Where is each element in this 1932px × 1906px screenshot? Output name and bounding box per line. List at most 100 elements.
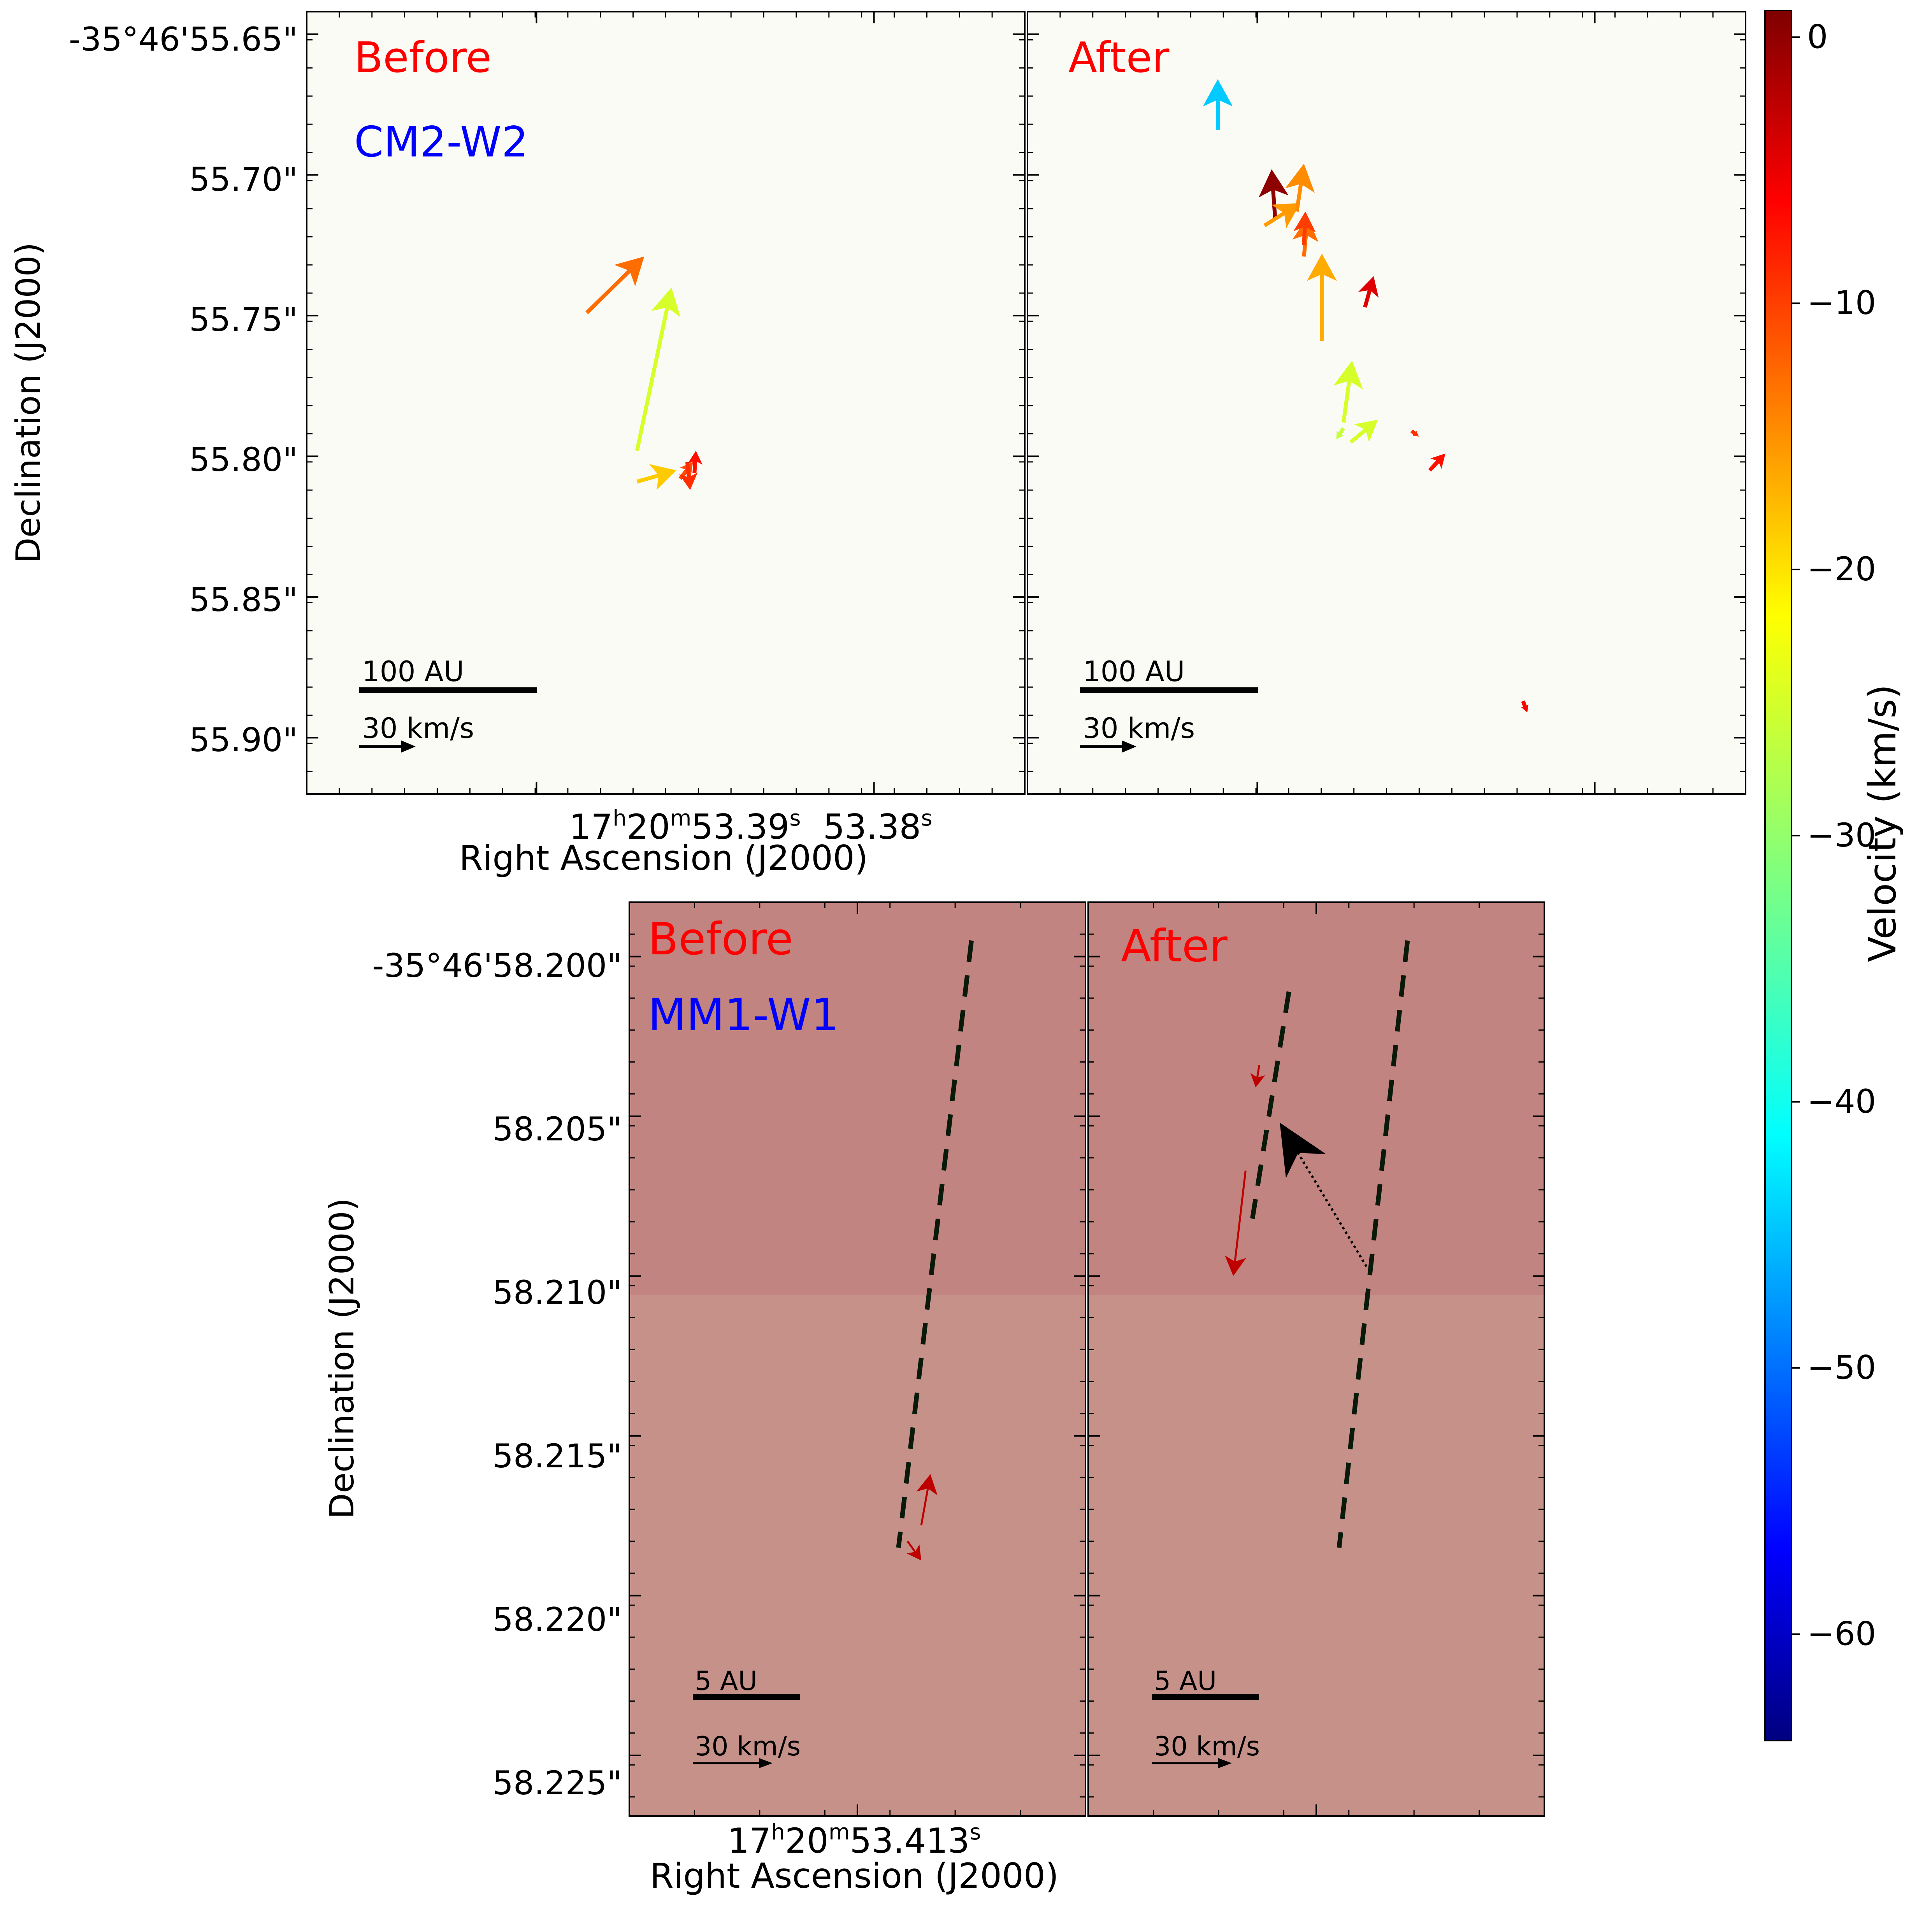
vector-shaft — [906, 1541, 916, 1553]
vector-head — [906, 1544, 922, 1561]
vector-head — [1521, 704, 1529, 713]
panel-top-right: After 100 AU 30 km/s — [1027, 11, 1746, 795]
velocity-vectors — [1225, 1065, 1265, 1276]
bottom-x-axis-title: Right Ascension (J2000) — [650, 1856, 1059, 1896]
panel-background-top — [629, 902, 1085, 1295]
dashed-line — [1250, 991, 1291, 1219]
vector-head — [1354, 420, 1378, 443]
epoch-label: Before — [648, 913, 793, 965]
colorbar-tick-label: −20 — [1807, 550, 1876, 588]
vector-shaft — [1302, 227, 1307, 246]
vector-shaft — [585, 269, 631, 314]
bottom-y-tick-labels: -35°46'58.200" 58.205" 58.210" 58.215" 5… — [372, 947, 622, 1802]
top-y-axis-title: Declination (J2000) — [9, 242, 48, 564]
axis-ticks — [629, 901, 1085, 1816]
x-tick-label: 53.38s — [823, 806, 932, 847]
colorbar-title: Velocity (km/s) — [1861, 684, 1904, 962]
dotted-arrow-head — [1280, 1123, 1326, 1178]
velocity-key-label: 30 km/s — [362, 712, 474, 745]
colorbar-tick-label: 0 — [1807, 18, 1828, 56]
colorbar-tick-label: −40 — [1807, 1082, 1876, 1121]
vector-shaft — [1349, 428, 1367, 444]
colorbar-tick-label: −30 — [1807, 816, 1876, 854]
velocity-key-label: 30 km/s — [1083, 712, 1195, 745]
vector-shaft — [1263, 211, 1286, 227]
velocity-vectors — [906, 1474, 938, 1561]
vector-head — [614, 256, 645, 286]
dashed-line — [896, 940, 974, 1548]
vector-shaft — [1338, 427, 1345, 436]
y-tick-label: 58.210" — [492, 1274, 622, 1312]
dashed-lines — [1250, 940, 1410, 1548]
vector-shaft — [1363, 290, 1372, 308]
vector-head — [916, 1474, 938, 1495]
y-tick-label: 55.75" — [189, 300, 298, 339]
y-tick-label: 55.85" — [189, 581, 298, 619]
vector-shaft — [1256, 1065, 1260, 1078]
vector-head — [1430, 453, 1445, 469]
bottom-y-axis-title: Declination (J2000) — [323, 1198, 362, 1519]
vector-head — [651, 287, 681, 318]
y-tick-label: 58.225" — [492, 1764, 622, 1802]
top-y-tick-labels: -35°46'55.65" 55.70" 55.75" 55.80" 55.85… — [69, 20, 298, 759]
y-tick-label: 58.215" — [492, 1437, 622, 1475]
velocity-key-arrow — [693, 1758, 773, 1768]
source-label: CM2-W2 — [354, 118, 528, 167]
vector-shaft — [1341, 380, 1351, 423]
panel-background — [1027, 11, 1746, 795]
panel-background-bottom — [1088, 1295, 1544, 1816]
axis-ticks — [1027, 11, 1746, 794]
y-tick-label: -35°46'55.65" — [69, 20, 298, 58]
scale-bar-label: 5 AU — [1154, 1666, 1217, 1697]
epoch-label: After — [1121, 920, 1228, 972]
vector-head — [1333, 360, 1363, 390]
y-tick-label: 58.220" — [492, 1600, 622, 1639]
vector-head — [1336, 430, 1344, 439]
vector-shaft — [678, 468, 689, 480]
velocity-key-label: 30 km/s — [1154, 1731, 1260, 1762]
colorbar-ticks: 0 −10 −20 −30 −40 −50 −60 — [1791, 18, 1876, 1653]
vector-shaft — [692, 460, 697, 474]
vector-head — [1285, 163, 1315, 193]
velocity-key-arrow — [1080, 740, 1136, 753]
panel-background — [306, 11, 1026, 795]
vector-shaft — [1428, 460, 1440, 472]
panel-bottom-left: Before MM1-W1 5 AU 30 km/s — [629, 901, 1086, 1817]
vector-head — [1271, 203, 1301, 228]
epoch-label: Before — [354, 33, 492, 82]
axis-ticks — [307, 11, 1025, 794]
vector-shaft — [1234, 1170, 1247, 1262]
vector-shaft — [636, 473, 659, 484]
vector-head — [1307, 253, 1337, 281]
x-tick-label: 17h20m53.39s — [569, 806, 801, 847]
vector-head — [1250, 1073, 1265, 1088]
colorbar-tick-label: −10 — [1807, 284, 1876, 322]
epoch-label: After — [1068, 33, 1170, 82]
y-tick-label: 55.90" — [189, 721, 298, 759]
vector-shaft — [685, 462, 691, 478]
top-x-axis-title: Right Ascension (J2000) — [459, 838, 868, 878]
scale-bar-label: 100 AU — [1083, 655, 1185, 688]
vector-shaft — [1521, 700, 1527, 708]
dashed-lines — [896, 940, 974, 1548]
colorbar-tick-label: −50 — [1807, 1349, 1876, 1387]
y-tick-label: 58.205" — [492, 1110, 622, 1148]
velocity-key-arrow — [359, 740, 416, 753]
panel-bottom-right: After 5 AU 30 km/s — [1087, 901, 1545, 1817]
x-tick-label: 17h20m53.413s — [727, 1820, 981, 1861]
velocity-vectors — [1203, 79, 1529, 713]
panel-background-top — [1088, 902, 1544, 1295]
axis-ticks — [1088, 901, 1544, 1816]
dashed-line — [1337, 940, 1410, 1548]
velocity-key-label: 30 km/s — [695, 1731, 801, 1762]
vector-head — [679, 472, 698, 490]
colorbar-tick-label: −60 — [1807, 1614, 1876, 1653]
vector-head — [1203, 79, 1233, 107]
colorbar: 0 −10 −20 −30 −40 −50 −60 Velocity (km/s) — [1764, 10, 1904, 1741]
dotted-line — [1279, 1122, 1368, 1267]
source-label: MM1-W1 — [648, 989, 839, 1041]
vector-shaft — [1294, 183, 1303, 212]
velocity-vectors — [585, 256, 703, 490]
velocity-key-arrow — [1152, 1758, 1232, 1768]
